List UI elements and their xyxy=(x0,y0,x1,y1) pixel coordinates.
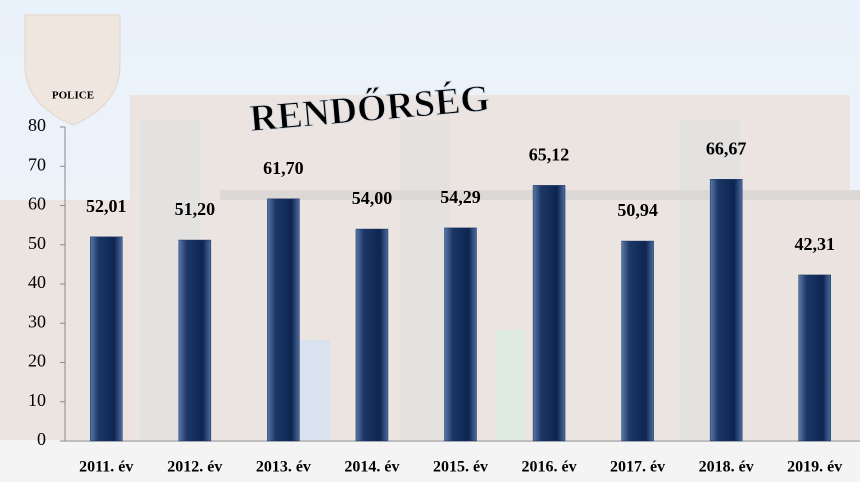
y-tick-label: 60 xyxy=(28,194,46,214)
y-tick-label: 40 xyxy=(28,272,46,292)
bar xyxy=(267,199,299,441)
value-label: 54,00 xyxy=(352,188,393,208)
y-tick-label: 70 xyxy=(28,154,46,174)
x-tick-label: 2014. év xyxy=(344,459,399,476)
x-tick-label: 2018. év xyxy=(699,459,754,476)
x-tick-label: 2012. év xyxy=(167,459,222,476)
x-tick-label: 2013. év xyxy=(256,459,311,476)
bar xyxy=(622,241,654,441)
value-label: 65,12 xyxy=(529,145,570,165)
y-tick-label: 30 xyxy=(28,311,46,331)
value-label: 66,67 xyxy=(706,138,747,158)
chart: RENDŐRSÉG POLICE 010203040506070802011. … xyxy=(0,0,860,482)
bar xyxy=(179,240,211,441)
value-label: 42,31 xyxy=(794,234,835,254)
value-label: 61,70 xyxy=(263,158,304,178)
y-tick-label: 20 xyxy=(28,351,46,371)
bar xyxy=(90,237,122,441)
y-tick-label: 50 xyxy=(28,233,46,253)
value-label: 54,29 xyxy=(440,187,481,207)
bar xyxy=(710,179,742,441)
x-tick-label: 2015. év xyxy=(433,459,488,476)
x-tick-label: 2011. év xyxy=(79,459,133,476)
y-tick-label: 80 xyxy=(28,115,46,135)
value-label: 50,94 xyxy=(617,200,658,220)
badge-text: POLICE xyxy=(52,90,94,102)
x-tick-label: 2016. év xyxy=(522,459,577,476)
bar xyxy=(533,185,565,441)
bar xyxy=(356,229,388,441)
y-tick-label: 0 xyxy=(37,429,46,449)
x-tick-label: 2019. év xyxy=(787,459,842,476)
bar xyxy=(445,228,477,441)
value-label: 52,01 xyxy=(86,196,127,216)
y-tick-label: 10 xyxy=(28,390,46,410)
bar xyxy=(799,275,831,441)
value-label: 51,20 xyxy=(175,199,216,219)
x-tick-label: 2017. év xyxy=(610,459,665,476)
